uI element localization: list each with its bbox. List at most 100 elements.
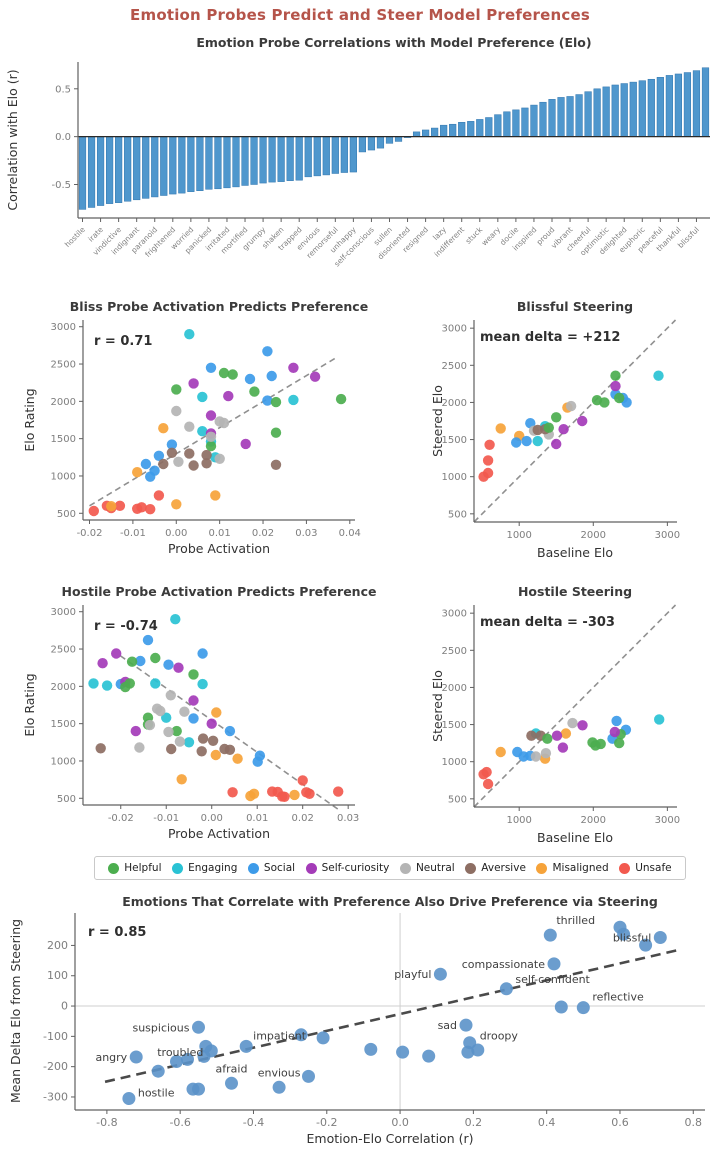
- data-point: [171, 725, 182, 737]
- bar: [476, 119, 484, 137]
- bar: [214, 136, 222, 190]
- data-point: [145, 504, 156, 515]
- data-point: [495, 746, 506, 758]
- data-point: [499, 982, 513, 996]
- y-tick-label: 100: [47, 969, 68, 982]
- data-point: [101, 680, 113, 691]
- data-point: [482, 467, 494, 479]
- data-point: [166, 743, 177, 755]
- data-point: [132, 467, 143, 478]
- data-point: [196, 746, 207, 757]
- point-label: droopy: [480, 1030, 519, 1043]
- data-point: [639, 938, 653, 952]
- point-label: blissful: [613, 932, 651, 945]
- bar: [322, 136, 330, 176]
- bar: [115, 136, 123, 203]
- bar: [142, 136, 150, 199]
- scatter-emotion-correlation-steering: hostile angry suspicious troubled afraid impa…: [8, 894, 705, 1146]
- bar: [449, 123, 457, 137]
- data-point: [197, 426, 208, 437]
- bar: [340, 136, 348, 173]
- y-tick-label: 2000: [51, 397, 76, 408]
- data-point: [111, 648, 122, 659]
- data-point: [205, 431, 217, 442]
- bar: [178, 136, 186, 194]
- stat-annotation: r = 0.85: [88, 925, 146, 940]
- scatter-bliss-probe: 500 1000 1500 2000 2500 3000 -0.02 -0.01 0.00 0.0…: [22, 299, 368, 556]
- y-tick-label: -100: [43, 1030, 68, 1043]
- point-label: hostile: [138, 1086, 175, 1099]
- data-point: [422, 1049, 436, 1063]
- data-point: [294, 1028, 308, 1042]
- bar: [584, 91, 592, 137]
- bar: [385, 136, 394, 144]
- bar: [376, 136, 385, 149]
- x-tick-label: 3000: [655, 815, 680, 826]
- data-points: [88, 614, 344, 802]
- legend-label: Helpful: [124, 862, 162, 874]
- data-point: [297, 775, 308, 786]
- x-tick-label: 0.01: [209, 528, 231, 539]
- data-point: [335, 393, 347, 405]
- bar: [440, 124, 448, 137]
- data-point: [166, 439, 178, 450]
- data-point: [551, 730, 563, 741]
- bar: [367, 136, 376, 151]
- data-point: [205, 410, 217, 421]
- point-label: playful: [394, 968, 431, 981]
- data-point: [88, 678, 99, 689]
- data-point: [232, 753, 243, 764]
- data-point: [130, 725, 141, 737]
- data-point: [95, 743, 106, 754]
- bar: [665, 75, 673, 137]
- y-axis-label: Steered Elo: [430, 385, 445, 457]
- data-point: [316, 1031, 330, 1045]
- x-tick-label: -0.2: [316, 1116, 337, 1129]
- data-point: [227, 787, 238, 798]
- legend-circle-icon: [305, 862, 317, 874]
- data-point: [144, 719, 156, 731]
- legend-label: Aversive: [481, 862, 526, 874]
- bar: [674, 73, 682, 137]
- data-point: [184, 329, 195, 340]
- bar: [124, 136, 132, 202]
- point-label: impatient: [253, 1029, 307, 1042]
- data-point: [205, 362, 217, 373]
- data-point: [595, 738, 606, 750]
- bar: [431, 127, 439, 137]
- x-axis-label: Probe Activation: [168, 826, 270, 841]
- data-point: [463, 1036, 477, 1050]
- data-point: [129, 1050, 143, 1064]
- data-point: [599, 397, 610, 408]
- x-tick-label: 0.01: [246, 813, 268, 824]
- data-point: [158, 458, 169, 470]
- data-point: [654, 714, 665, 725]
- data-point: [482, 455, 494, 466]
- y-tick-label: 1500: [51, 719, 76, 730]
- bar: [593, 88, 601, 137]
- data-point: [142, 634, 154, 646]
- data-point: [279, 791, 290, 802]
- data-point: [240, 438, 251, 450]
- data-point: [547, 957, 561, 971]
- data-point: [223, 390, 234, 402]
- data-point: [184, 421, 195, 432]
- x-category-label: weary: [480, 225, 503, 248]
- point-label: angry: [95, 1051, 127, 1064]
- legend-item: Unsafe: [619, 862, 672, 874]
- data-point: [245, 790, 256, 802]
- data-point: [197, 648, 208, 659]
- data-point: [88, 505, 100, 517]
- data-point: [206, 718, 217, 729]
- data-point: [270, 459, 282, 470]
- y-tick-label: 0.0: [55, 132, 71, 143]
- bar: [286, 136, 294, 181]
- data-point: [149, 465, 160, 476]
- bar: [485, 117, 493, 137]
- data-point: [614, 392, 625, 404]
- bar: [566, 96, 574, 137]
- bar: [223, 136, 231, 189]
- bar: [241, 136, 249, 186]
- y-tick-label: 3000: [51, 322, 76, 333]
- y-tick-label: 200: [47, 939, 68, 952]
